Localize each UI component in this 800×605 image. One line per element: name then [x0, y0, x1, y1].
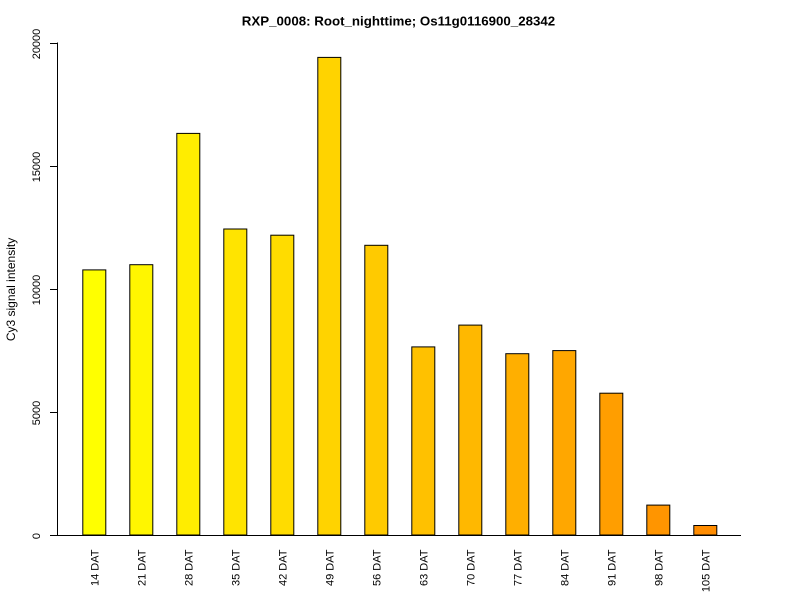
svg-text:56 DAT: 56 DAT	[372, 549, 384, 586]
svg-text:RXP_0008: Root_nighttime; Os11: RXP_0008: Root_nighttime; Os11g0116900_2…	[242, 14, 555, 29]
svg-text:10000: 10000	[31, 275, 43, 306]
svg-text:21 DAT: 21 DAT	[137, 549, 149, 586]
svg-text:63 DAT: 63 DAT	[419, 549, 431, 586]
svg-text:35 DAT: 35 DAT	[231, 549, 243, 586]
svg-text:105 DAT: 105 DAT	[701, 549, 713, 592]
svg-text:42 DAT: 42 DAT	[278, 549, 290, 586]
svg-text:84 DAT: 84 DAT	[560, 549, 572, 586]
svg-text:49 DAT: 49 DAT	[325, 549, 337, 586]
svg-text:14 DAT: 14 DAT	[90, 549, 102, 586]
svg-text:70 DAT: 70 DAT	[466, 549, 478, 586]
svg-text:77 DAT: 77 DAT	[513, 549, 525, 586]
svg-text:5000: 5000	[31, 401, 43, 425]
svg-text:91 DAT: 91 DAT	[607, 549, 619, 586]
svg-text:15000: 15000	[31, 152, 43, 183]
svg-text:98 DAT: 98 DAT	[654, 549, 666, 586]
svg-text:0: 0	[31, 533, 43, 539]
svg-text:Cy3 signal intensity: Cy3 signal intensity	[4, 238, 18, 341]
svg-text:20000: 20000	[31, 29, 43, 60]
svg-text:28 DAT: 28 DAT	[184, 549, 196, 586]
